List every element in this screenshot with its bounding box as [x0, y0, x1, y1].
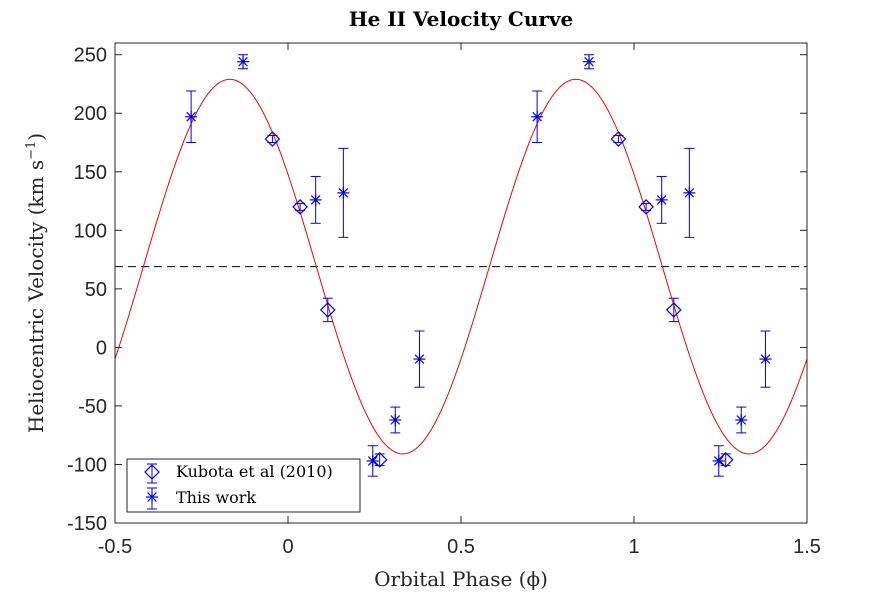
- x-tick-label: 1: [628, 536, 639, 558]
- asterisk-stroke: [367, 456, 378, 466]
- chart-title: He II Velocity Curve: [349, 7, 574, 31]
- y-axis-label: Heliocentric Velocity (km s−1): [24, 133, 48, 433]
- asterisk-stroke: [147, 492, 157, 502]
- asterisk-stroke: [760, 354, 771, 364]
- asterisk-marker: [237, 55, 250, 68]
- asterisk-marker: [735, 413, 748, 426]
- asterisk-marker: [712, 454, 725, 467]
- x-axis-label: Orbital Phase (ϕ): [374, 567, 548, 591]
- asterisk-marker: [655, 193, 668, 206]
- series-this-work: [185, 54, 772, 477]
- y-tick-label: 100: [74, 220, 107, 242]
- error-bar: [374, 453, 385, 467]
- asterisk-marker: [413, 353, 426, 366]
- legend-label-kubota: Kubota et al (2010): [176, 462, 333, 481]
- asterisk-marker: [309, 193, 322, 206]
- diamond-marker: [717, 451, 734, 468]
- diamond-marker: [371, 451, 388, 468]
- asterisk-marker: [389, 413, 402, 426]
- y-tick-label: 200: [74, 103, 107, 125]
- legend: Kubota et al (2010) This work: [126, 458, 361, 513]
- diamond-marker: [292, 199, 308, 215]
- plot-area: [115, 43, 807, 523]
- asterisk-marker: [531, 110, 544, 123]
- asterisk-marker: [759, 353, 772, 366]
- legend-asterisk-marker: [146, 491, 158, 503]
- y-tick-label: 50: [85, 279, 107, 301]
- asterisk-stroke: [338, 188, 349, 198]
- axis-ticks-layer: -0.5 0 0.5 1 1.5 -150 -100 -50 0 50 100 150 200 250: [67, 43, 821, 558]
- asterisk-stroke: [656, 195, 667, 205]
- data-points-layer: [185, 54, 772, 477]
- y-axis-label-end: ): [24, 133, 48, 141]
- asterisk-stroke: [414, 354, 425, 364]
- asterisk-marker: [683, 186, 696, 199]
- legend-diamond-marker: [144, 464, 160, 480]
- asterisk-marker: [185, 110, 198, 123]
- x-tick-label: 0.5: [447, 536, 475, 558]
- asterisk-marker: [337, 186, 350, 199]
- legend-markers: [144, 463, 160, 510]
- y-tick-label: -150: [67, 513, 107, 535]
- fit-curve: [114, 78, 808, 455]
- y-tick-label: 250: [74, 45, 107, 67]
- asterisk-stroke: [238, 56, 248, 67]
- diamond-marker: [665, 302, 682, 318]
- diamond-marker: [638, 199, 654, 215]
- asterisk-stroke: [713, 456, 724, 466]
- asterisk-stroke: [186, 111, 196, 122]
- fit-curve-layer: [114, 78, 808, 455]
- x-tick-label: -0.5: [98, 536, 132, 558]
- asterisk-stroke: [310, 195, 321, 205]
- x-tick-label: 0: [282, 536, 293, 558]
- x-tick-label: 1.5: [793, 536, 821, 558]
- asterisk-marker: [366, 454, 379, 467]
- y-axis-label-superscript: −1: [24, 141, 39, 160]
- series-kubota: [264, 131, 734, 468]
- asterisk-stroke: [684, 188, 695, 198]
- legend-label-this-work: This work: [176, 488, 256, 507]
- legend-box: [126, 458, 361, 513]
- asterisk-stroke: [390, 415, 401, 425]
- y-axis-label-main: Heliocentric Velocity (km s: [24, 160, 48, 433]
- asterisk-stroke: [532, 111, 542, 122]
- asterisk-stroke: [584, 56, 594, 67]
- y-tick-label: -100: [67, 454, 107, 476]
- diamond-marker: [319, 302, 336, 318]
- diamond-marker: [264, 131, 281, 147]
- asterisk-stroke: [736, 415, 747, 425]
- diamond-marker: [610, 131, 627, 147]
- y-tick-label: 150: [74, 162, 107, 184]
- asterisk-marker: [583, 55, 596, 68]
- error-bar: [720, 453, 731, 467]
- y-tick-label: -50: [78, 396, 107, 418]
- y-tick-label: 0: [96, 337, 107, 359]
